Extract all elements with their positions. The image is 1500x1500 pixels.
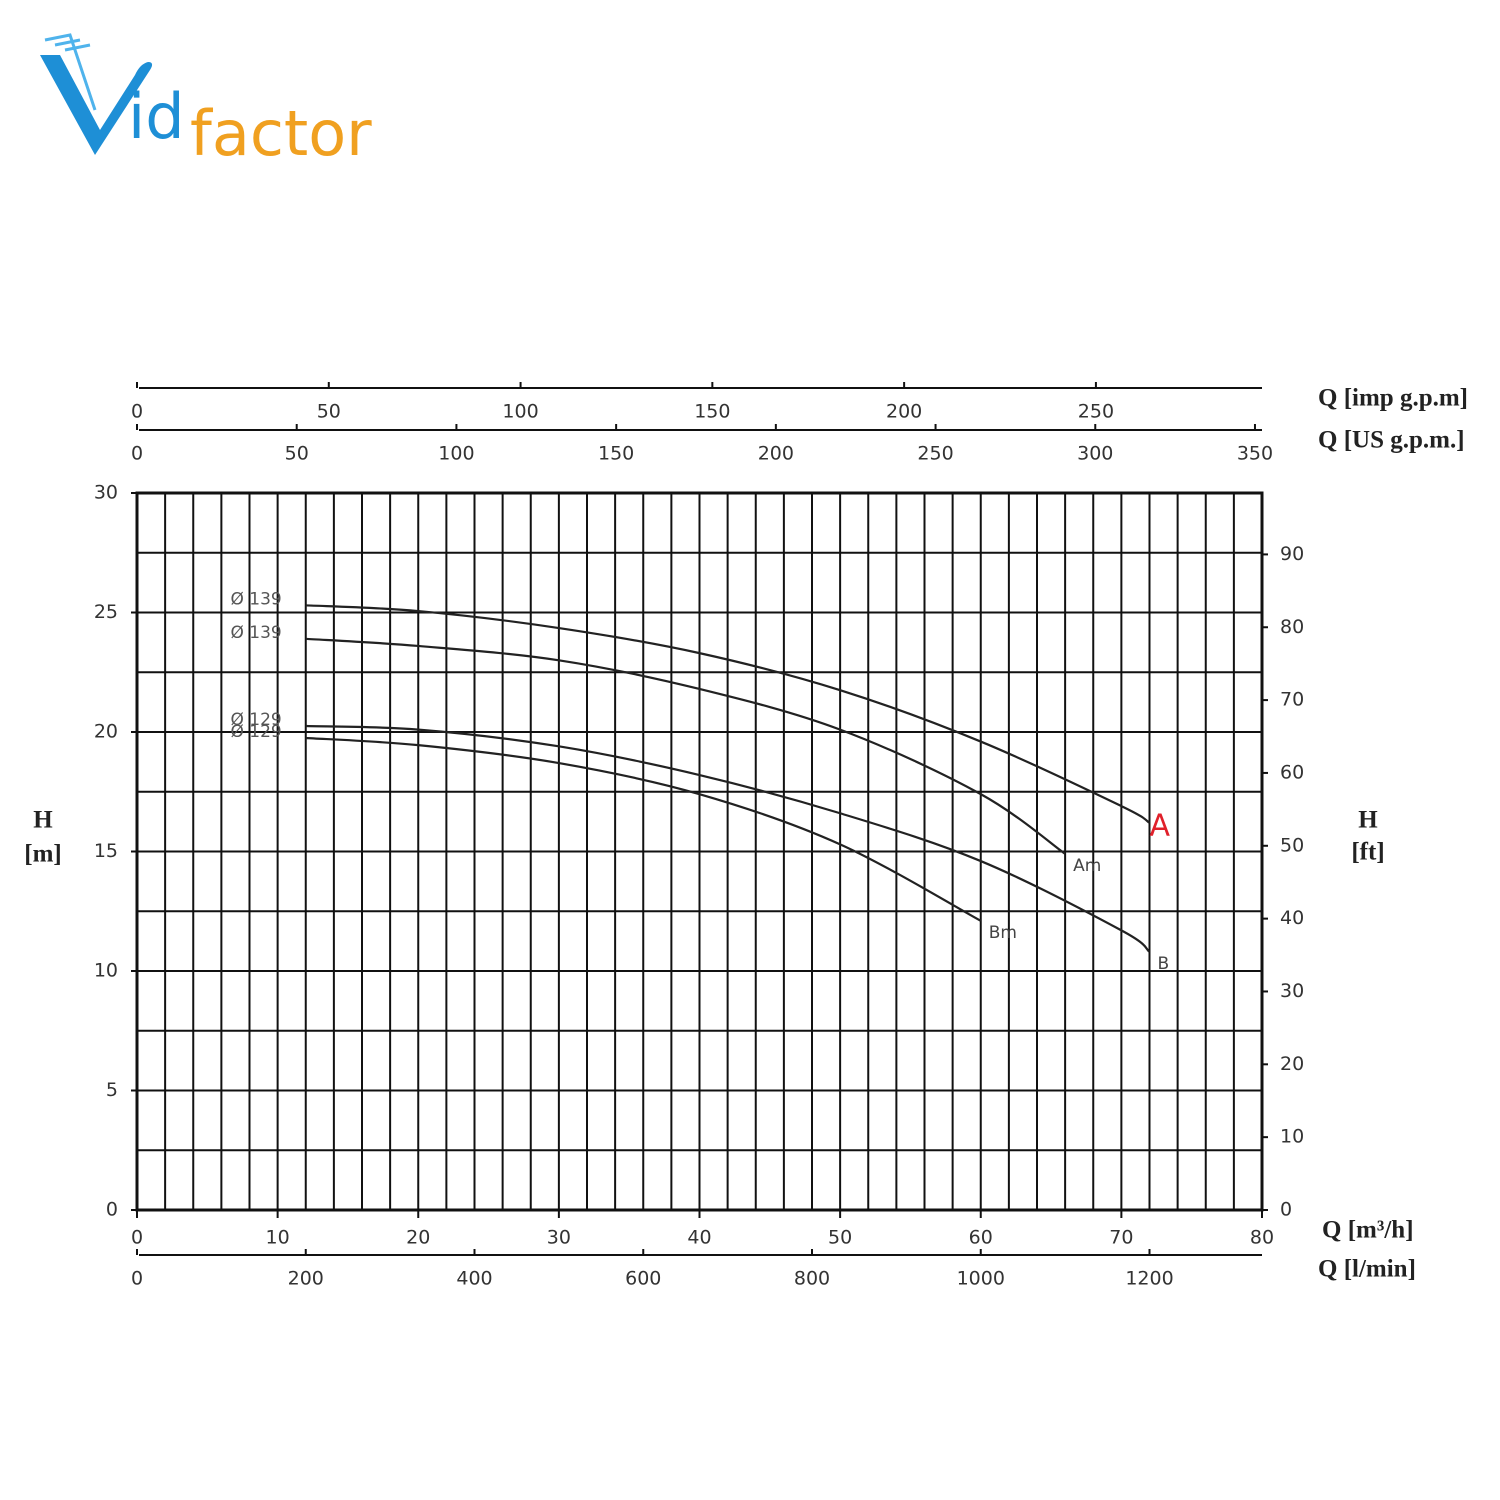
y2-tick-label: 20 xyxy=(1280,1053,1304,1075)
y2-tick-label: 40 xyxy=(1280,907,1304,929)
secondary-x-tick-label: 1200 xyxy=(1125,1268,1173,1290)
y2-tick-label: 70 xyxy=(1280,689,1304,711)
secondary-x-tick-label: 0 xyxy=(131,401,143,423)
secondary-x-tick-label: 600 xyxy=(625,1268,661,1290)
secondary-x-tick-label: 250 xyxy=(1078,401,1114,423)
y-tick-label: 30 xyxy=(94,482,118,504)
pump-curve xyxy=(305,736,982,922)
secondary-x-tick-label: 100 xyxy=(438,443,474,465)
x-tick-label: 40 xyxy=(687,1227,711,1249)
y2-tick-label: 0 xyxy=(1280,1199,1292,1221)
logo-text: factor xyxy=(190,97,372,170)
y2-tick-label: 50 xyxy=(1280,834,1304,856)
y-axis-label: [m] xyxy=(24,841,61,868)
y-tick-label: 20 xyxy=(94,721,118,743)
x-tick-label: 30 xyxy=(547,1227,571,1249)
secondary-x-tick-label: 200 xyxy=(288,1268,324,1290)
x-tick-label: 70 xyxy=(1109,1227,1133,1249)
y2-tick-label: 80 xyxy=(1280,616,1304,638)
y2-axis-label: H xyxy=(1358,807,1378,834)
pump-curve xyxy=(305,724,1151,953)
y-tick-label: 15 xyxy=(94,840,118,862)
x-tick-label: 80 xyxy=(1250,1227,1274,1249)
logo: id factor xyxy=(40,33,372,170)
secondary-x-tick-label: 150 xyxy=(598,443,634,465)
logo-mark xyxy=(40,55,153,155)
secondary-x-tick-label: 400 xyxy=(456,1268,492,1290)
curve-diameter-label: Ø 139 xyxy=(231,589,282,609)
x-tick-label: 60 xyxy=(969,1227,993,1249)
secondary-x-tick-label: 200 xyxy=(886,401,922,423)
curve-name-label: A xyxy=(1150,808,1171,843)
y-tick-label: 10 xyxy=(94,960,118,982)
x-tick-label: 0 xyxy=(131,1227,143,1249)
y-tick-label: 25 xyxy=(94,601,118,623)
y-axis-label: H xyxy=(33,807,53,834)
y2-tick-label: 60 xyxy=(1280,761,1304,783)
x-tick-label: 50 xyxy=(828,1227,852,1249)
curve-name-label: Bm xyxy=(989,923,1017,943)
secondary-x-tick-label: 0 xyxy=(131,1268,143,1290)
secondary-x-tick-label: 300 xyxy=(1077,443,1113,465)
pump-curve xyxy=(305,604,1151,824)
secondary-axis-label: Q [imp g.p.m] xyxy=(1318,385,1468,412)
x-axis-label: Q [m³/h] xyxy=(1322,1217,1414,1244)
logo-text: id xyxy=(128,80,185,153)
secondary-x-tick-label: 150 xyxy=(694,401,730,423)
secondary-x-tick-label: 200 xyxy=(758,443,794,465)
y-tick-label: 5 xyxy=(106,1079,118,1101)
secondary-x-tick-label: 800 xyxy=(794,1268,830,1290)
y-tick-label: 0 xyxy=(106,1199,118,1221)
x-tick-label: 20 xyxy=(406,1227,430,1249)
y2-axis-label: [ft] xyxy=(1351,839,1384,866)
secondary-axis-label: Q [l/min] xyxy=(1318,1256,1416,1283)
secondary-axis-label: Q [US g.p.m.] xyxy=(1318,427,1465,454)
secondary-x-tick-label: 350 xyxy=(1237,443,1273,465)
y2-tick-label: 30 xyxy=(1280,980,1304,1002)
y2-tick-label: 10 xyxy=(1280,1126,1304,1148)
secondary-x-tick-label: 250 xyxy=(917,443,953,465)
curve-name-label: B xyxy=(1158,954,1170,974)
curve-diameter-label: Ø 129 xyxy=(231,710,282,730)
secondary-x-tick-label: 50 xyxy=(285,443,309,465)
secondary-x-tick-label: 50 xyxy=(317,401,341,423)
secondary-x-tick-label: 1000 xyxy=(957,1268,1005,1290)
secondary-x-tick-label: 100 xyxy=(502,401,538,423)
curve-diameter-label: Ø 129 xyxy=(231,722,282,742)
x-tick-label: 10 xyxy=(266,1227,290,1249)
pump-curve xyxy=(305,637,1066,855)
curve-name-label: Am xyxy=(1073,856,1101,876)
y2-tick-label: 90 xyxy=(1280,543,1304,565)
curve-diameter-label: Ø 139 xyxy=(231,623,282,643)
logo-rays xyxy=(44,33,97,111)
secondary-x-tick-label: 0 xyxy=(131,443,143,465)
